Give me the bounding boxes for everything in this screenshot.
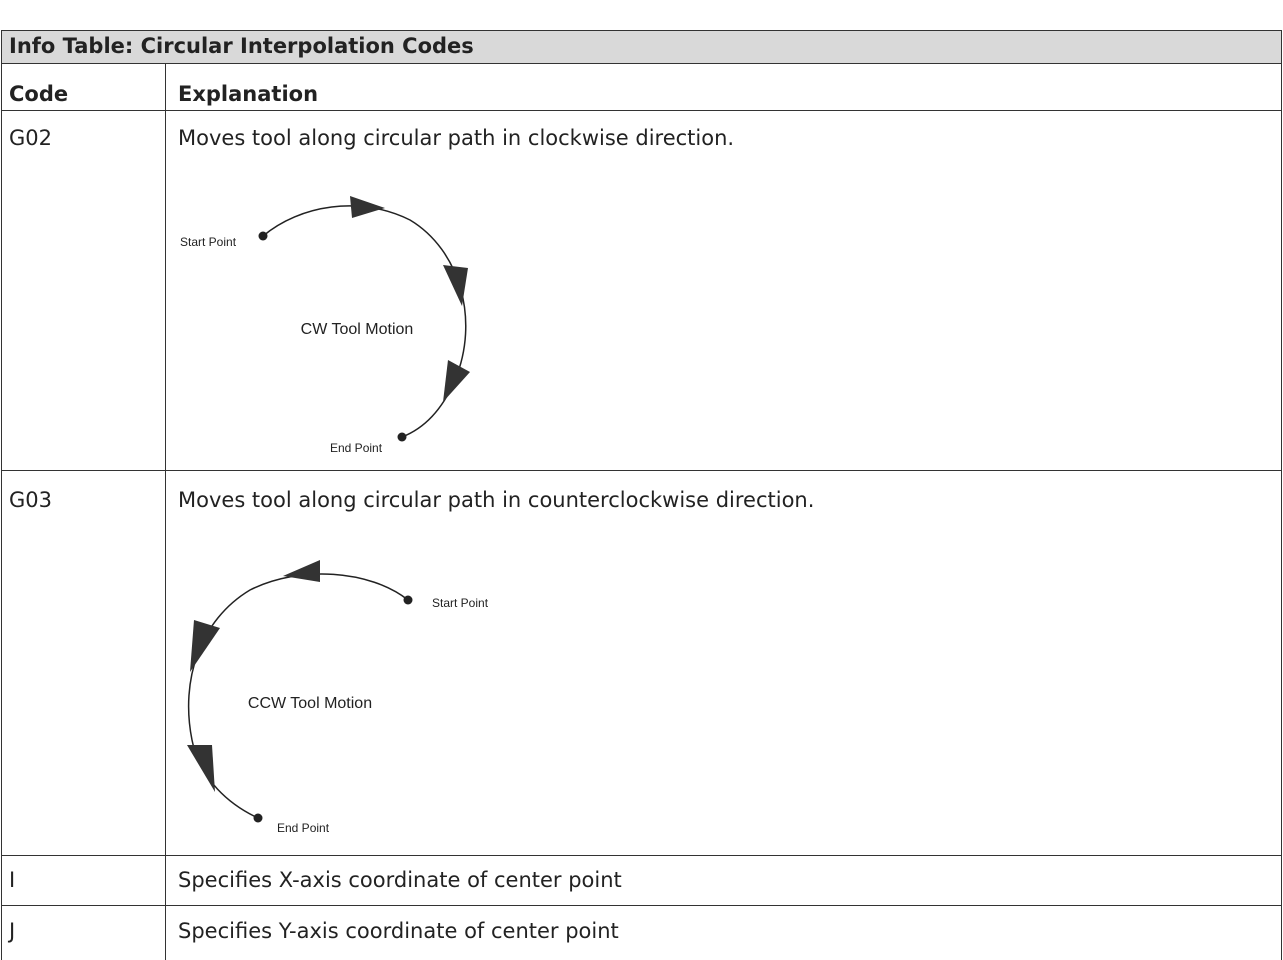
explanation: Moves tool along circular path in counte… bbox=[178, 488, 815, 512]
border bbox=[1, 30, 2, 960]
explanation: Specifies X-axis coordinate of center po… bbox=[178, 868, 622, 892]
point bbox=[253, 813, 263, 823]
label: Start Point bbox=[180, 235, 237, 249]
arrowhead bbox=[283, 560, 320, 582]
label: Start Point bbox=[432, 596, 489, 610]
point bbox=[258, 231, 268, 241]
point bbox=[397, 432, 407, 442]
code: G02 bbox=[9, 126, 52, 150]
title-bar bbox=[1, 30, 1282, 63]
border bbox=[1, 63, 1282, 64]
code: J bbox=[9, 919, 16, 943]
label: End Point bbox=[277, 821, 330, 835]
arrowhead bbox=[350, 196, 385, 218]
border bbox=[1, 110, 1282, 111]
code: G03 bbox=[9, 488, 52, 512]
label: CCW Tool Motion bbox=[248, 695, 372, 712]
border bbox=[1, 905, 1282, 906]
arrowhead bbox=[190, 620, 220, 672]
border bbox=[165, 63, 166, 960]
arrowhead bbox=[443, 265, 468, 306]
border bbox=[1, 470, 1282, 471]
code: I bbox=[9, 868, 16, 892]
border bbox=[1281, 30, 1282, 960]
column-header: Code bbox=[9, 82, 69, 106]
ccw-diagram: Start Point CCW Tool Motion End Point bbox=[187, 560, 489, 835]
column-header: Explanation bbox=[178, 82, 319, 106]
arrowhead bbox=[443, 360, 470, 402]
point bbox=[403, 595, 413, 605]
label: End Point bbox=[330, 441, 383, 455]
table-title: Info Table: Circular Interpolation Codes bbox=[9, 34, 474, 58]
border bbox=[1, 855, 1282, 856]
explanation: Specifies Y-axis coordinate of center po… bbox=[178, 919, 619, 943]
explanation: Moves tool along circular path in clockw… bbox=[178, 126, 735, 150]
cw-diagram: Start Point CW Tool Motion End Point bbox=[180, 196, 470, 455]
arrowhead bbox=[187, 745, 215, 792]
border bbox=[1, 30, 1282, 31]
label: CW Tool Motion bbox=[301, 321, 414, 338]
